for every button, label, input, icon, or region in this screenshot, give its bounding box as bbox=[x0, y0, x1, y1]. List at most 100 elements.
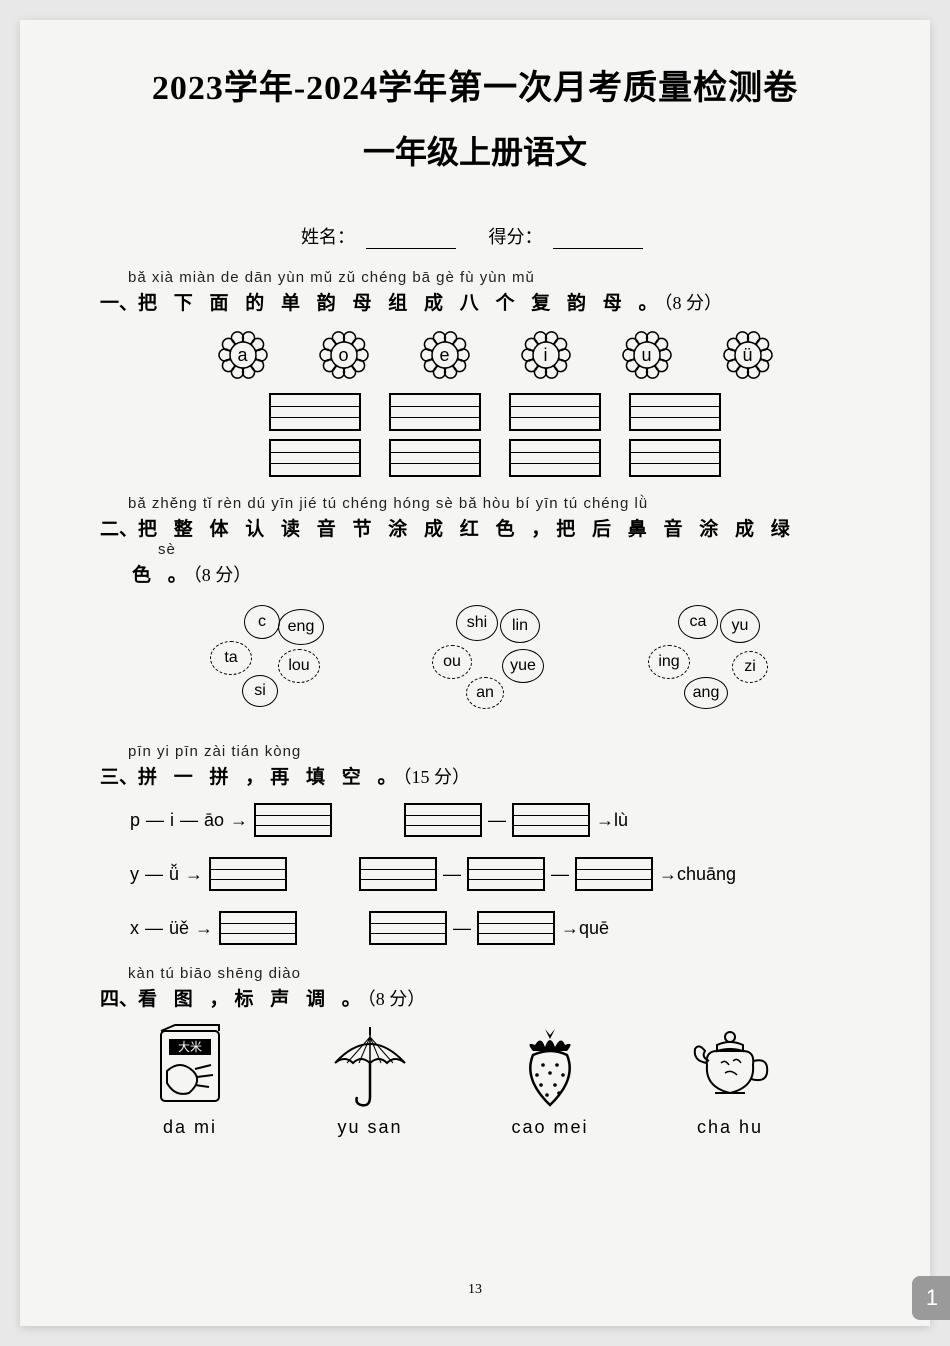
compose-result: →chuāng bbox=[659, 864, 736, 885]
corner-badge: 1 bbox=[912, 1276, 950, 1320]
syllable-bubble[interactable]: c bbox=[244, 605, 280, 639]
answer-box[interactable] bbox=[269, 439, 361, 477]
s4-num: 四、 bbox=[100, 989, 138, 1010]
syllable-bubble[interactable]: shi bbox=[456, 605, 498, 641]
flower-ü: ü bbox=[720, 327, 776, 383]
compose-token: → bbox=[195, 918, 213, 939]
syllable-bubble[interactable]: ca bbox=[678, 605, 718, 639]
bubble-cluster: cengtalousi bbox=[200, 605, 350, 725]
clusters: cengtalousi shilinouyuean cayuing ziang bbox=[130, 605, 860, 725]
compose-token: i bbox=[170, 810, 174, 831]
s2-pinyin2: sè bbox=[158, 541, 860, 558]
bubble-cluster: shilinouyuean bbox=[420, 605, 570, 725]
title-main: 2023学年-2024学年第一次月考质量检测卷 bbox=[80, 60, 870, 109]
pic-label: yu san bbox=[337, 1117, 402, 1138]
answer-box[interactable] bbox=[629, 393, 721, 431]
compose-token: y bbox=[130, 864, 139, 885]
boxes-row-2 bbox=[130, 439, 860, 477]
boxes-row-1 bbox=[130, 393, 860, 431]
s2-hanzi: 把 整 体 认 读 音 节 涂 成 红 色 ，把 后 鼻 音 涂 成 绿 bbox=[138, 519, 796, 540]
s4-pinyin: kàn tú biāo shēng diào bbox=[128, 965, 860, 982]
syllable-bubble[interactable]: ou bbox=[432, 645, 472, 679]
name-blank[interactable] bbox=[366, 231, 456, 249]
compose-token: → bbox=[185, 864, 203, 885]
answer-box[interactable] bbox=[575, 857, 653, 891]
compose-token: ǚ bbox=[169, 864, 179, 885]
syllable-bubble[interactable]: yue bbox=[502, 649, 544, 683]
s3-num: 三、 bbox=[100, 767, 138, 788]
flower-a: a bbox=[215, 327, 271, 383]
s1-num: 一、 bbox=[100, 293, 138, 314]
s1-pinyin: bǎ xià miàn de dān yùn mǔ zǔ chéng bā gè… bbox=[128, 269, 860, 286]
answer-box[interactable] bbox=[369, 911, 447, 945]
answer-box[interactable] bbox=[254, 803, 332, 837]
s2-num: 二、 bbox=[100, 519, 138, 540]
answer-box[interactable] bbox=[509, 439, 601, 477]
syllable-bubble[interactable]: yu bbox=[720, 609, 760, 643]
compose-area: p—i—āo→—→lùy—ǚ→——→chuāngx—üě→—→quē bbox=[130, 803, 860, 945]
syllable-bubble[interactable]: ang bbox=[684, 677, 728, 709]
answer-box[interactable] bbox=[209, 857, 287, 891]
section-1: bǎ xià miàn de dān yùn mǔ zǔ chéng bā gè… bbox=[80, 269, 870, 477]
compose-row: x—üě→—→quē bbox=[130, 911, 860, 945]
compose-row: y—ǚ→——→chuāng bbox=[130, 857, 860, 891]
exam-page: 2023学年-2024学年第一次月考质量检测卷 一年级上册语文 姓名： 得分： … bbox=[20, 20, 930, 1326]
answer-box[interactable] bbox=[404, 803, 482, 837]
s3-heading: 三、拼 一 拼 ，再 填 空 。（15 分） bbox=[100, 762, 860, 789]
compose-result: →quē bbox=[561, 918, 609, 939]
s3-hanzi: 拼 一 拼 ，再 填 空 。 bbox=[138, 767, 403, 788]
syllable-bubble[interactable]: lou bbox=[278, 649, 320, 683]
picture-strawberry: cao mei bbox=[490, 1021, 610, 1138]
syllable-bubble[interactable]: eng bbox=[278, 609, 324, 645]
s3-pinyin: pīn yi pīn zài tián kòng bbox=[128, 743, 860, 760]
bubble-cluster: cayuing ziang bbox=[640, 605, 790, 725]
flower-u: u bbox=[619, 327, 675, 383]
syllable-bubble[interactable]: lin bbox=[500, 609, 540, 643]
section-3: pīn yi pīn zài tián kòng 三、拼 一 拼 ，再 填 空 … bbox=[80, 743, 870, 945]
syllable-bubble[interactable]: si bbox=[242, 675, 278, 707]
syllable-bubble[interactable]: ing bbox=[648, 645, 690, 679]
s4-points: （8 分） bbox=[367, 989, 426, 1009]
s2-points: （8 分） bbox=[193, 565, 252, 585]
compose-token: — bbox=[180, 810, 198, 831]
score-label: 得分： bbox=[489, 227, 543, 247]
answer-box[interactable] bbox=[512, 803, 590, 837]
pic-label: cha hu bbox=[697, 1117, 763, 1138]
answer-box[interactable] bbox=[359, 857, 437, 891]
answer-box[interactable] bbox=[389, 393, 481, 431]
compose-result: →lù bbox=[596, 810, 628, 831]
answer-box[interactable] bbox=[467, 857, 545, 891]
compose-token: āo bbox=[204, 810, 224, 831]
page-number: 13 bbox=[20, 1282, 930, 1298]
answer-box[interactable] bbox=[477, 911, 555, 945]
compose-token: — bbox=[145, 864, 163, 885]
flower-i: i bbox=[518, 327, 574, 383]
answer-box[interactable] bbox=[509, 393, 601, 431]
compose-token: üě bbox=[169, 918, 189, 939]
answer-box[interactable] bbox=[389, 439, 481, 477]
picture-rice-bag: 大米da mi bbox=[130, 1021, 250, 1138]
syllable-bubble[interactable]: zi bbox=[732, 651, 768, 683]
compose-token: → bbox=[230, 810, 248, 831]
section-4: kàn tú biāo shēng diào 四、看 图 ，标 声 调 。（8 … bbox=[80, 965, 870, 1138]
compose-token: — bbox=[145, 918, 163, 939]
s3-points: （15 分） bbox=[403, 767, 471, 787]
s1-points: （8 分） bbox=[664, 293, 723, 313]
score-blank[interactable] bbox=[553, 231, 643, 249]
answer-box[interactable] bbox=[629, 439, 721, 477]
compose-token: x bbox=[130, 918, 139, 939]
syllable-bubble[interactable]: ta bbox=[210, 641, 252, 675]
syllable-bubble[interactable]: an bbox=[466, 677, 504, 709]
flower-o: o bbox=[316, 327, 372, 383]
s4-hanzi: 看 图 ，标 声 调 。 bbox=[138, 989, 367, 1010]
answer-box[interactable] bbox=[219, 911, 297, 945]
name-label: 姓名： bbox=[301, 227, 355, 247]
compose-token: — bbox=[146, 810, 164, 831]
s1-hanzi: 把 下 面 的 单 韵 母 组 成 八 个 复 韵 母 。 bbox=[138, 293, 664, 314]
pic-label: da mi bbox=[163, 1117, 217, 1138]
section-2: bǎ zhěng tǐ rèn dú yīn jié tú chéng hóng… bbox=[80, 495, 870, 725]
s2-heading2: 色 。（8 分） bbox=[132, 560, 860, 587]
compose-token: p bbox=[130, 810, 140, 831]
picture-umbrella: yu san bbox=[310, 1021, 430, 1138]
answer-box[interactable] bbox=[269, 393, 361, 431]
